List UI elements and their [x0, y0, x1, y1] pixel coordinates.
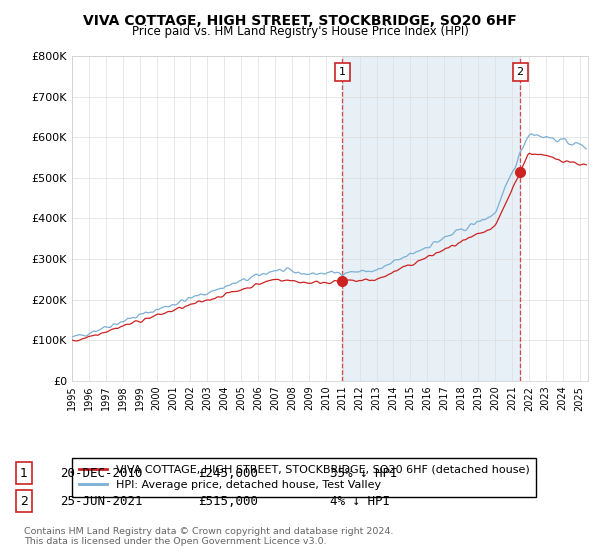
Text: 2: 2: [517, 67, 524, 77]
Text: £515,000: £515,000: [198, 494, 258, 508]
Text: 25-JUN-2021: 25-JUN-2021: [60, 494, 143, 508]
Text: 2: 2: [20, 494, 28, 508]
Text: 1: 1: [338, 67, 346, 77]
Text: Price paid vs. HM Land Registry's House Price Index (HPI): Price paid vs. HM Land Registry's House …: [131, 25, 469, 38]
Text: Contains HM Land Registry data © Crown copyright and database right 2024.
This d: Contains HM Land Registry data © Crown c…: [24, 526, 394, 546]
Text: 1: 1: [20, 466, 28, 480]
Text: 4% ↓ HPI: 4% ↓ HPI: [330, 494, 390, 508]
Text: VIVA COTTAGE, HIGH STREET, STOCKBRIDGE, SO20 6HF: VIVA COTTAGE, HIGH STREET, STOCKBRIDGE, …: [83, 14, 517, 28]
Legend: VIVA COTTAGE, HIGH STREET, STOCKBRIDGE, SO20 6HF (detached house), HPI: Average : VIVA COTTAGE, HIGH STREET, STOCKBRIDGE, …: [73, 458, 536, 497]
Text: £245,000: £245,000: [198, 466, 258, 480]
Text: 20-DEC-2010: 20-DEC-2010: [60, 466, 143, 480]
Text: 35% ↓ HPI: 35% ↓ HPI: [330, 466, 398, 480]
Bar: [342, 56, 520, 381]
